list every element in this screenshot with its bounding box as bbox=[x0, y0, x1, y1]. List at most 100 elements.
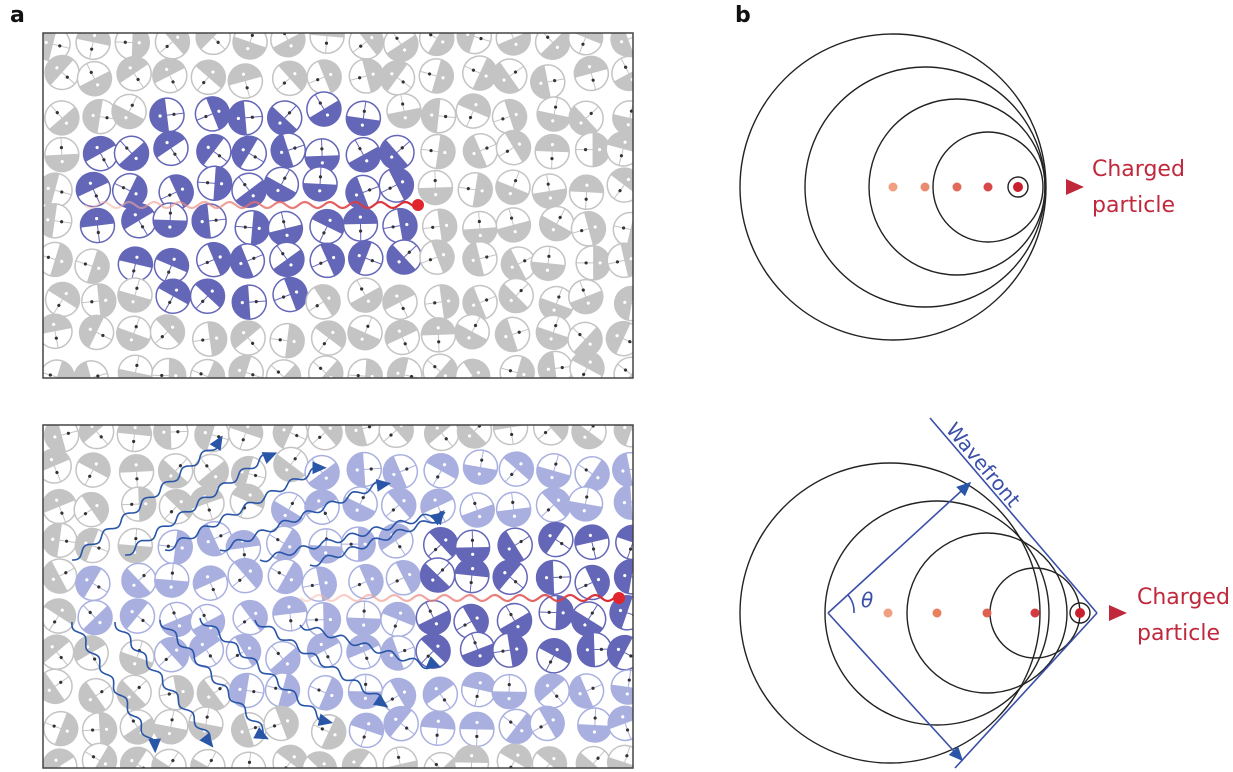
molecule bbox=[188, 561, 233, 606]
molecule bbox=[418, 448, 464, 494]
molecule bbox=[183, 272, 231, 320]
molecule bbox=[302, 349, 350, 397]
molecule bbox=[491, 408, 530, 447]
particle bbox=[412, 199, 424, 211]
molecule bbox=[39, 707, 83, 751]
molecule bbox=[528, 62, 568, 102]
molecule-axis bbox=[365, 674, 366, 708]
molecule bbox=[576, 133, 610, 167]
molecule bbox=[490, 124, 537, 171]
molecule bbox=[459, 238, 500, 279]
molecule bbox=[420, 97, 457, 134]
molecule bbox=[419, 710, 456, 747]
molecule bbox=[119, 454, 155, 490]
particle-label: Charged bbox=[1092, 157, 1185, 182]
molecule bbox=[603, 702, 647, 746]
molecule bbox=[604, 240, 645, 281]
molecule bbox=[449, 353, 496, 400]
molecule bbox=[70, 447, 116, 493]
molecule-dot bbox=[584, 148, 587, 151]
molecule bbox=[612, 284, 651, 323]
molecule bbox=[346, 601, 381, 636]
molecule bbox=[224, 412, 267, 455]
molecule bbox=[266, 54, 314, 102]
molecule bbox=[308, 528, 344, 564]
molecule bbox=[112, 311, 156, 355]
molecule bbox=[381, 555, 427, 601]
molecule bbox=[415, 55, 457, 97]
molecule bbox=[609, 668, 647, 706]
molecule bbox=[231, 284, 267, 320]
molecule bbox=[36, 202, 74, 240]
molecule bbox=[607, 350, 655, 398]
molecule bbox=[115, 352, 155, 392]
molecule bbox=[610, 450, 650, 490]
molecule bbox=[184, 53, 232, 101]
molecule bbox=[189, 13, 237, 61]
molecule bbox=[71, 593, 119, 641]
molecule bbox=[380, 206, 419, 245]
molecule bbox=[227, 99, 264, 136]
molecule-dot bbox=[635, 466, 639, 470]
molecule bbox=[152, 447, 200, 495]
molecule bbox=[225, 239, 269, 283]
molecule bbox=[185, 354, 230, 399]
molecule bbox=[260, 353, 308, 401]
molecule bbox=[302, 166, 338, 202]
molecule bbox=[191, 237, 236, 282]
molecule bbox=[71, 245, 114, 288]
molecule bbox=[299, 564, 339, 604]
molecule bbox=[577, 632, 612, 667]
molecule bbox=[34, 238, 76, 280]
molecule bbox=[415, 235, 459, 279]
molecule bbox=[602, 630, 648, 676]
molecule bbox=[68, 486, 115, 533]
molecule bbox=[116, 416, 153, 453]
molecule bbox=[348, 674, 383, 709]
molecule bbox=[305, 238, 350, 283]
molecule bbox=[565, 408, 612, 455]
molecule bbox=[347, 358, 383, 394]
molecule bbox=[376, 597, 420, 641]
molecule bbox=[147, 53, 193, 99]
molecule bbox=[190, 320, 228, 358]
molecule bbox=[73, 408, 121, 456]
molecule bbox=[151, 358, 186, 393]
molecule bbox=[491, 165, 535, 209]
molecule bbox=[535, 134, 570, 169]
molecule bbox=[529, 245, 566, 282]
particle-label: particle bbox=[1137, 621, 1220, 646]
molecule bbox=[82, 712, 118, 748]
molecule bbox=[225, 351, 268, 394]
molecule-dot bbox=[637, 500, 640, 503]
molecule bbox=[228, 20, 271, 63]
molecule bbox=[31, 663, 78, 710]
molecule bbox=[121, 486, 156, 521]
molecule bbox=[451, 89, 496, 134]
molecule bbox=[341, 527, 375, 561]
molecule bbox=[612, 557, 651, 596]
molecule-dot bbox=[599, 261, 602, 264]
molecule bbox=[344, 99, 382, 137]
molecule bbox=[35, 593, 82, 640]
molecule bbox=[301, 86, 348, 133]
molecule-dot bbox=[508, 419, 512, 423]
molecule-dot bbox=[326, 28, 329, 31]
molecule bbox=[343, 207, 378, 242]
molecule bbox=[227, 671, 266, 710]
molecule-axis bbox=[360, 207, 361, 241]
molecule bbox=[268, 322, 306, 360]
molecule bbox=[422, 283, 460, 321]
molecule bbox=[263, 236, 310, 283]
molecule bbox=[418, 170, 453, 205]
particle-label: particle bbox=[1092, 193, 1175, 218]
molecule bbox=[262, 669, 304, 711]
molecule bbox=[531, 633, 577, 679]
molecule bbox=[601, 316, 646, 361]
molecule bbox=[225, 60, 267, 102]
molecule bbox=[114, 274, 156, 316]
molecule bbox=[226, 130, 273, 177]
molecule bbox=[196, 165, 232, 201]
molecule bbox=[527, 404, 575, 452]
molecule bbox=[496, 352, 538, 394]
